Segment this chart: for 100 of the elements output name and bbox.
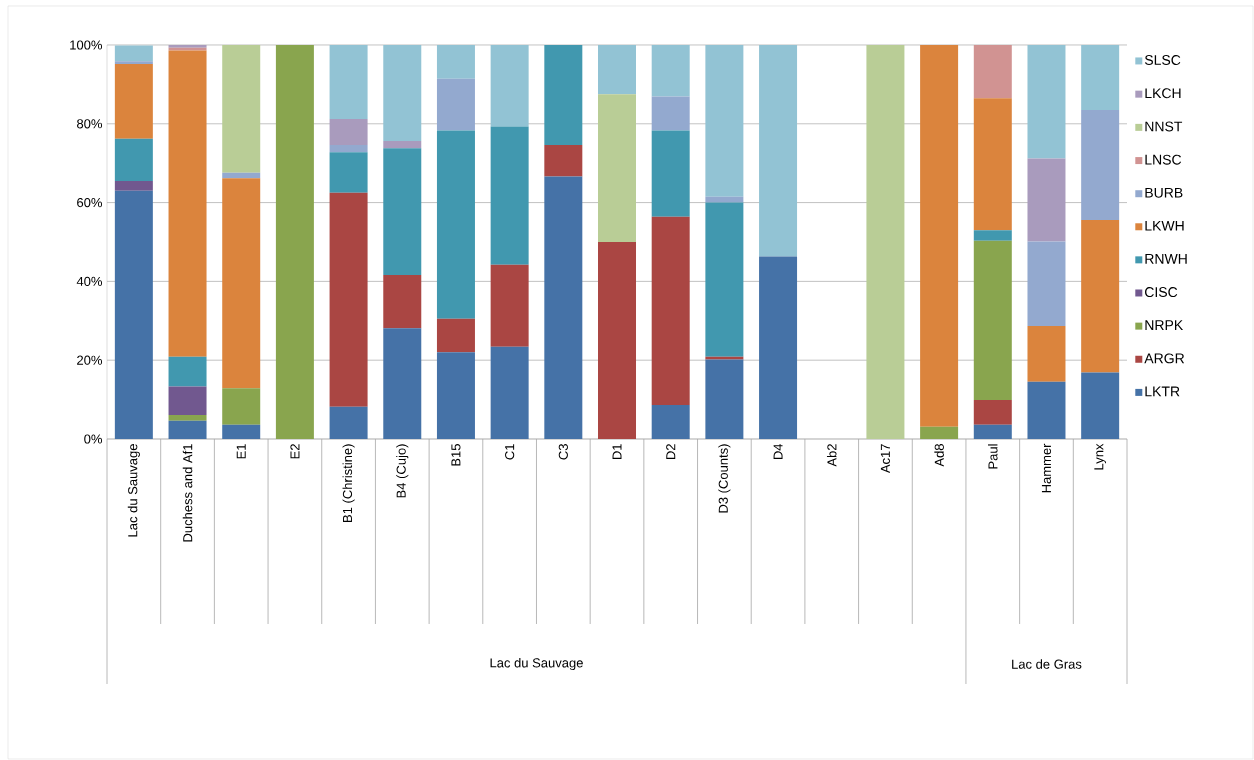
x-tick-label: C1: [505, 444, 515, 460]
legend-label: NRPK: [1145, 320, 1184, 330]
bar: [598, 94, 636, 242]
bar: [1081, 44, 1120, 110]
x-tick-label: Lac du Sauvage: [127, 444, 140, 537]
bar: [436, 352, 475, 439]
bar: [866, 44, 905, 439]
legend-label: BURB: [1145, 187, 1183, 198]
x-tick-label: B1 (Christine): [342, 444, 355, 522]
bar: [275, 44, 314, 439]
x-tick-label: E2: [290, 444, 300, 459]
bar: [436, 130, 475, 319]
bar: [651, 130, 690, 217]
x-tick-label: D3 (Counts): [718, 444, 731, 513]
bar: [490, 264, 529, 347]
bar: [114, 61, 153, 64]
legend-label: LKWH: [1145, 221, 1184, 231]
bar: [973, 98, 1012, 231]
bar: [973, 230, 1012, 241]
bar: [973, 399, 1012, 425]
bar: [329, 145, 368, 153]
bar: [759, 44, 798, 257]
bar: [705, 196, 744, 203]
bar: [222, 388, 261, 425]
legend-label: NNST: [1145, 121, 1183, 132]
bar: [544, 176, 583, 439]
y-tick-label: 60%: [77, 197, 103, 208]
bar: [598, 44, 636, 95]
bar: [544, 44, 583, 146]
text: Lac du Sauvage: [490, 657, 583, 671]
bar: [651, 216, 690, 406]
x-tick-label: Duchess and Af1: [182, 444, 193, 542]
bar: [920, 426, 959, 439]
y-tick-label: 80%: [77, 119, 103, 129]
bar: [1027, 381, 1066, 439]
bar: [222, 424, 261, 439]
bar: [383, 328, 422, 439]
bar: [973, 240, 1012, 400]
bar: [383, 275, 422, 329]
y-tick-label: 100%: [70, 40, 103, 50]
bar: [329, 406, 368, 439]
bar: [114, 63, 153, 139]
legend-label: ARGR: [1144, 353, 1185, 364]
bar: [759, 256, 798, 439]
bar: [1027, 325, 1066, 382]
bar: [114, 138, 153, 181]
bar: [705, 359, 744, 439]
bar: [222, 178, 261, 389]
bar: [1027, 44, 1066, 159]
bar: [490, 346, 529, 439]
x-tick-label: D1: [612, 444, 622, 460]
bar: [114, 45, 153, 62]
bar: [114, 180, 153, 191]
legend-label: LKTR: [1145, 386, 1180, 397]
bar: [329, 192, 368, 407]
bar: [222, 44, 261, 173]
bar: [168, 356, 207, 387]
y-tick-label: 0%: [84, 434, 103, 444]
bar: [973, 424, 1012, 439]
bar: [973, 44, 1012, 99]
bar: [651, 405, 690, 439]
bar: [651, 96, 690, 131]
bar: [705, 202, 744, 357]
bar: [920, 44, 959, 427]
x-tick-label: B15: [451, 444, 461, 466]
bar: [1027, 158, 1066, 242]
bar: [329, 119, 368, 146]
x-tick-label: Hammer: [1041, 443, 1052, 493]
legend-label: LNSC: [1145, 154, 1182, 165]
bar: [168, 420, 207, 439]
bar: [1081, 219, 1120, 373]
x-tick-label: Ad8: [934, 444, 944, 467]
y-tick-label: 20%: [77, 355, 103, 365]
legend-label: RNWH: [1145, 254, 1187, 264]
bar: [705, 44, 744, 197]
bar: [114, 190, 153, 439]
legend-label: SLSC: [1144, 55, 1181, 65]
bar: [436, 78, 475, 131]
x-tick-label: B4 (Cujo): [396, 444, 409, 498]
bar: [329, 44, 368, 120]
bar: [383, 148, 422, 276]
bar: [222, 172, 261, 179]
bar: [1081, 110, 1120, 220]
y-tick-label: 40%: [76, 276, 103, 286]
x-tick-label: D4: [773, 443, 783, 460]
bar: [490, 44, 529, 127]
bar: [436, 318, 475, 353]
bar: [168, 414, 207, 421]
x-tick-label: C3: [558, 444, 568, 460]
text: Lac de Gras: [1012, 659, 1082, 669]
bar: [598, 241, 636, 439]
x-tick-label: Ab2: [826, 444, 837, 467]
x-tick-label: Paul: [988, 444, 998, 469]
x-tick-label: D2: [666, 444, 676, 460]
bar: [168, 50, 207, 357]
bar: [168, 386, 207, 415]
bar: [544, 145, 583, 177]
legend-label: LKCH: [1145, 88, 1181, 99]
x-tick-label: E1: [236, 444, 246, 459]
bar: [436, 44, 475, 79]
